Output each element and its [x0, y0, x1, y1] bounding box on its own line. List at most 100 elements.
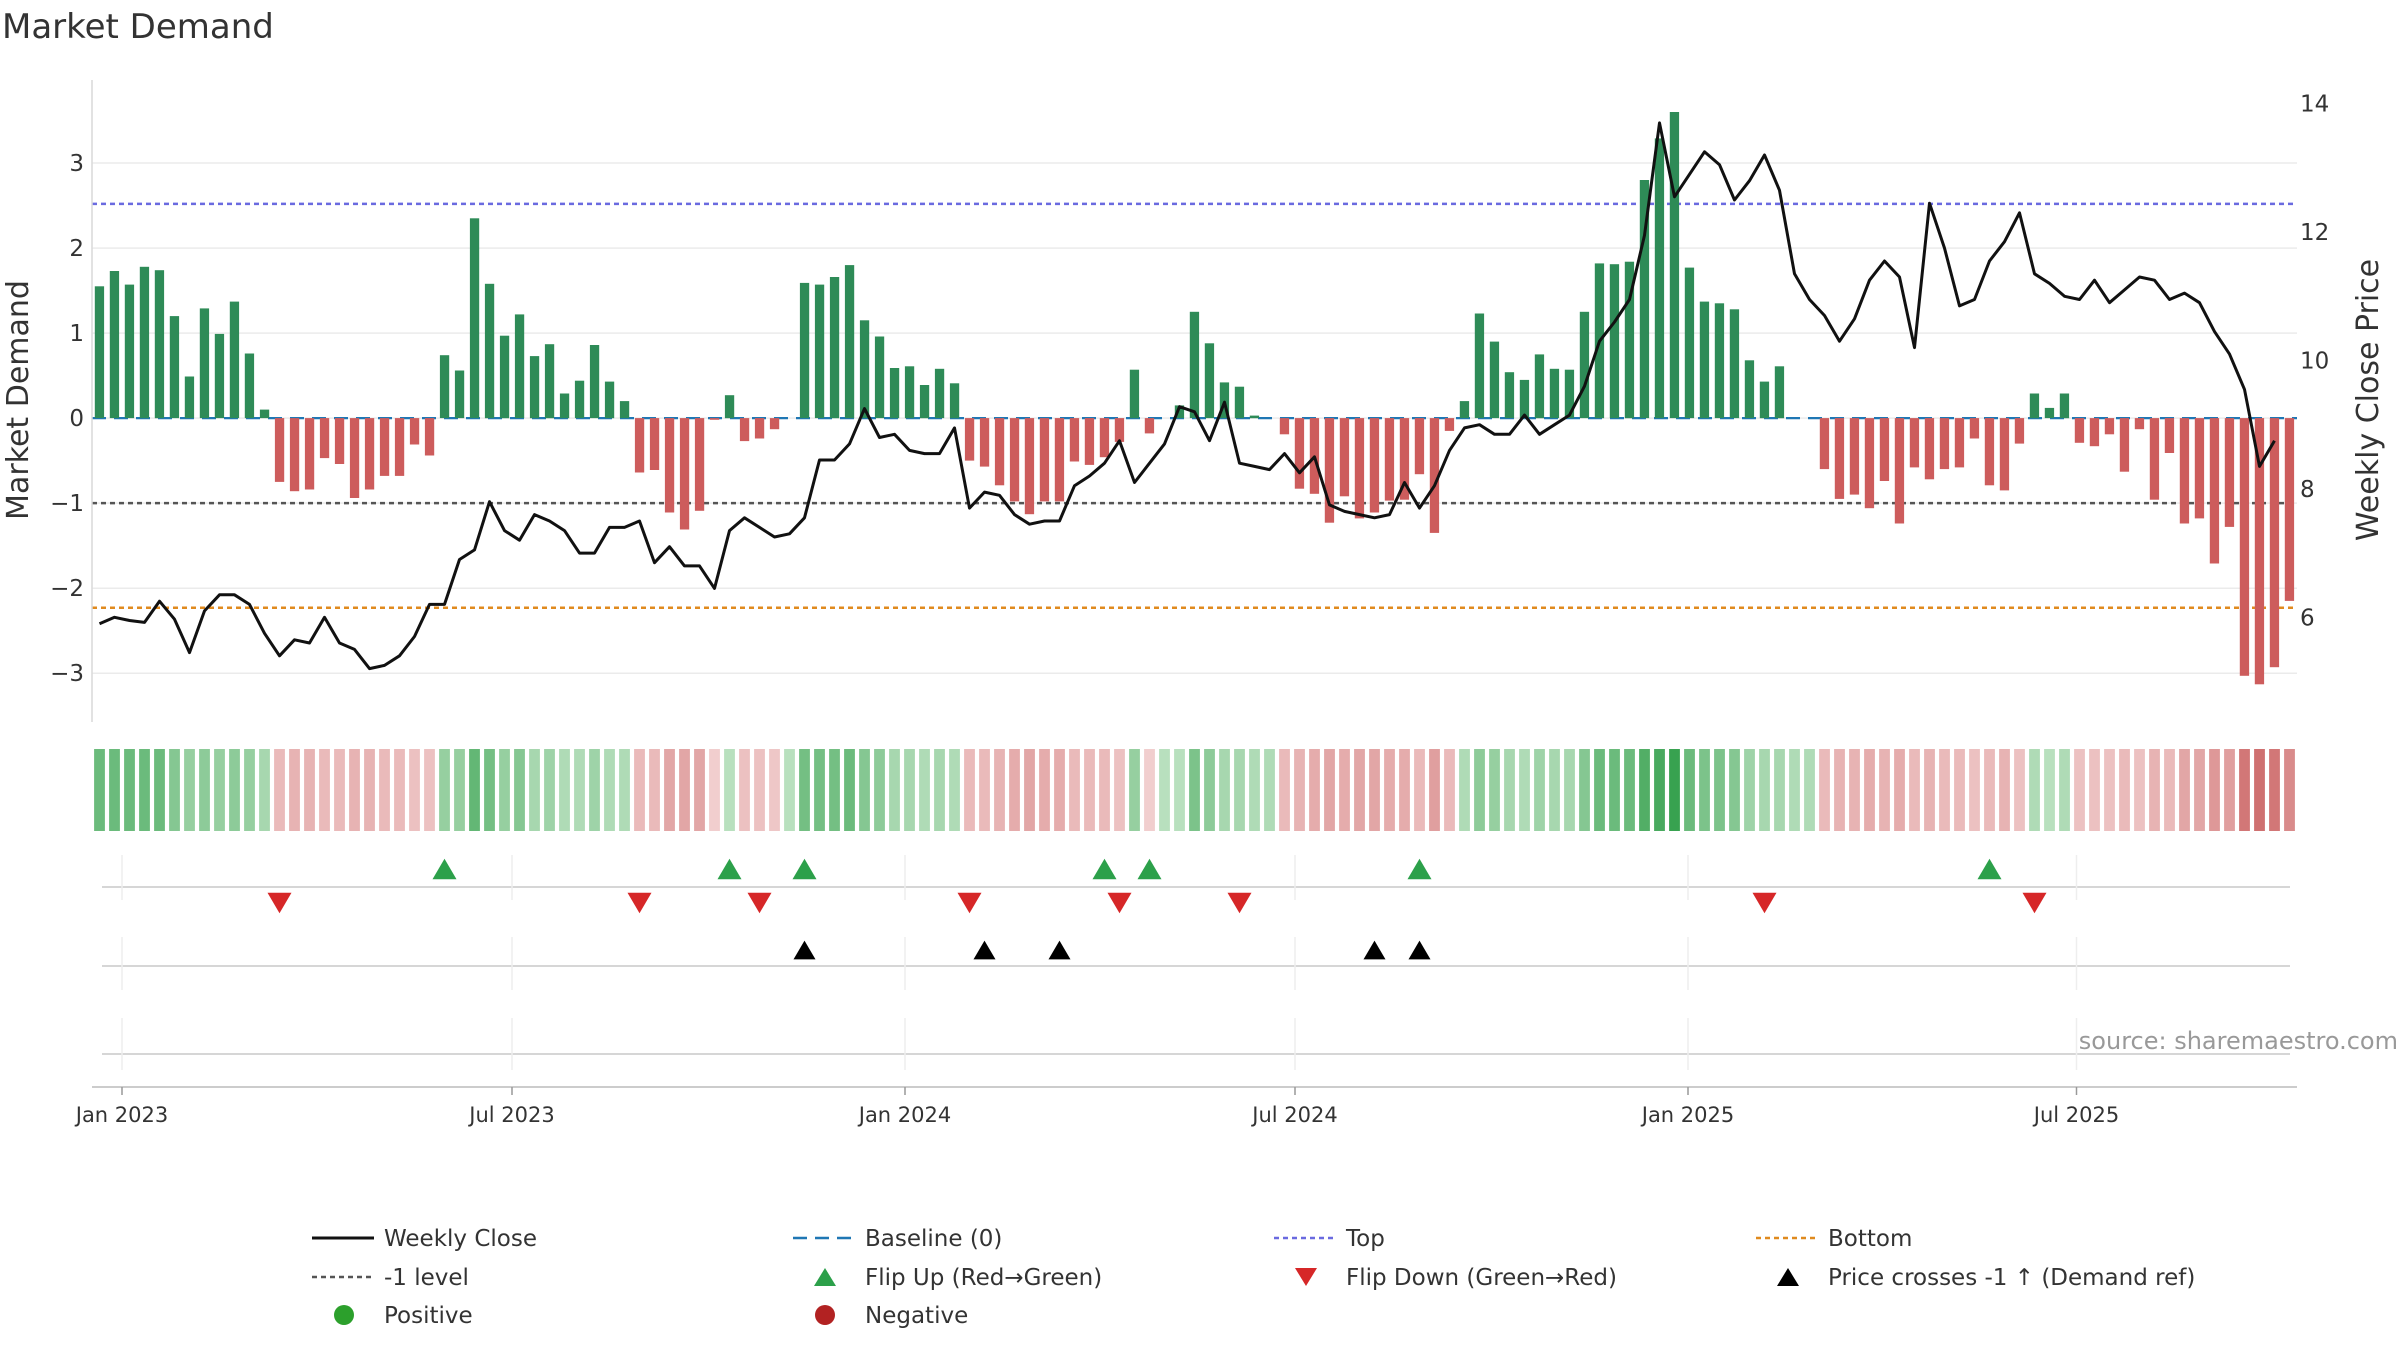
- flip-down-marker: [1107, 892, 1132, 914]
- demand-bar: [2254, 418, 2265, 685]
- heat-cell: [514, 749, 525, 831]
- y2-tick-label: 8: [2300, 477, 2315, 503]
- heat-cell: [574, 749, 585, 831]
- heat-cell: [1519, 749, 1530, 831]
- demand-bar: [2134, 418, 2145, 430]
- demand-bar: [139, 266, 150, 419]
- demand-bar: [1954, 418, 1965, 468]
- heat-cell: [1849, 749, 1860, 831]
- heat-cell: [934, 749, 945, 831]
- heat-cell: [2164, 749, 2175, 831]
- demand-bar: [469, 218, 480, 419]
- heat-cell: [454, 749, 465, 831]
- heat-cell: [1039, 749, 1050, 831]
- flip-up-marker: [1977, 858, 2002, 880]
- heat-cell: [2254, 749, 2265, 831]
- heat-cell: [469, 749, 480, 831]
- demand-bar: [514, 314, 525, 419]
- heat-cell: [2269, 749, 2280, 831]
- y-tick-label: −3: [50, 661, 84, 687]
- heat-cell: [1654, 749, 1665, 831]
- demand-bar: [2149, 418, 2160, 500]
- heat-cell: [1564, 749, 1575, 831]
- heat-cell: [2149, 749, 2160, 831]
- demand-bar: [1939, 418, 1950, 470]
- legend-swatch: [814, 1268, 836, 1286]
- heat-cell: [2089, 749, 2100, 831]
- flip-down-marker: [1752, 892, 1777, 914]
- heat-cell: [904, 749, 915, 831]
- heat-cell: [1729, 749, 1740, 831]
- demand-bar: [2179, 418, 2190, 524]
- heat-cell: [1864, 749, 1875, 831]
- demand-bar: [739, 418, 750, 442]
- heat-cell: [784, 749, 795, 831]
- heat-cell: [214, 749, 225, 831]
- heat-cell: [1024, 749, 1035, 831]
- legend-label: Weekly Close: [384, 1226, 537, 1252]
- heat-cell: [169, 749, 180, 831]
- heat-cell: [244, 749, 255, 831]
- demand-bar: [154, 270, 165, 419]
- heat-cell: [2074, 749, 2085, 831]
- demand-bar: [1864, 418, 1875, 509]
- heat-cell: [1684, 749, 1695, 831]
- demand-bar: [889, 368, 900, 419]
- demand-bar: [2044, 407, 2055, 419]
- demand-bar: [1834, 418, 1845, 499]
- demand-bar: [124, 284, 135, 419]
- heat-cell: [394, 749, 405, 831]
- signal-heat-strip: [94, 749, 2295, 831]
- signal-markers: [102, 855, 2290, 1070]
- demand-bar: [1174, 405, 1185, 419]
- legend-label: Positive: [384, 1303, 473, 1329]
- heat-cell: [1549, 749, 1560, 831]
- heat-cell: [409, 749, 420, 831]
- demand-bar: [304, 418, 315, 490]
- heat-cell: [964, 749, 975, 831]
- heat-cell: [1279, 749, 1290, 831]
- demand-bar: [979, 418, 990, 467]
- y-tick-label: 1: [69, 321, 84, 347]
- demand-bar: [1444, 418, 1455, 431]
- heat-cell: [1924, 749, 1935, 831]
- heat-cell: [1759, 749, 1770, 831]
- heat-cell: [724, 749, 735, 831]
- weekly-close-series: [98, 121, 2276, 671]
- demand-bar: [394, 418, 405, 476]
- demand-bar: [319, 418, 330, 459]
- demand-bar: [1459, 401, 1470, 419]
- heat-cell: [1744, 749, 1755, 831]
- heat-cell: [604, 749, 615, 831]
- heat-cell: [1429, 749, 1440, 831]
- demand-bar: [2284, 418, 2295, 601]
- demand-bar: [769, 418, 780, 430]
- heat-cell: [919, 749, 930, 831]
- heat-cell: [1009, 749, 1020, 831]
- heat-cell: [1444, 749, 1455, 831]
- heat-cell: [379, 749, 390, 831]
- heat-cell: [814, 749, 825, 831]
- heat-cell: [2119, 749, 2130, 831]
- demand-bar: [274, 418, 285, 482]
- demand-bar: [349, 418, 360, 498]
- demand-bar: [1654, 138, 1665, 419]
- demand-bar: [1279, 418, 1290, 435]
- demand-bar: [2209, 418, 2220, 564]
- heat-cell: [739, 749, 750, 831]
- heat-cell: [1099, 749, 1110, 831]
- heat-cell: [2284, 749, 2295, 831]
- heat-cell: [1339, 749, 1350, 831]
- heat-cell: [1309, 749, 1320, 831]
- heat-cell: [1189, 749, 1200, 831]
- heat-cell: [2209, 749, 2220, 831]
- heat-cell: [1609, 749, 1620, 831]
- legend-label: Bottom: [1828, 1226, 1912, 1252]
- demand-bar: [1339, 418, 1350, 497]
- heat-cell: [844, 749, 855, 831]
- legend-label: Price crosses -1 ↑ (Demand ref): [1828, 1265, 2195, 1291]
- demand-bar: [694, 418, 705, 511]
- demand-bar: [1414, 418, 1425, 475]
- demand-bar: [1549, 368, 1560, 419]
